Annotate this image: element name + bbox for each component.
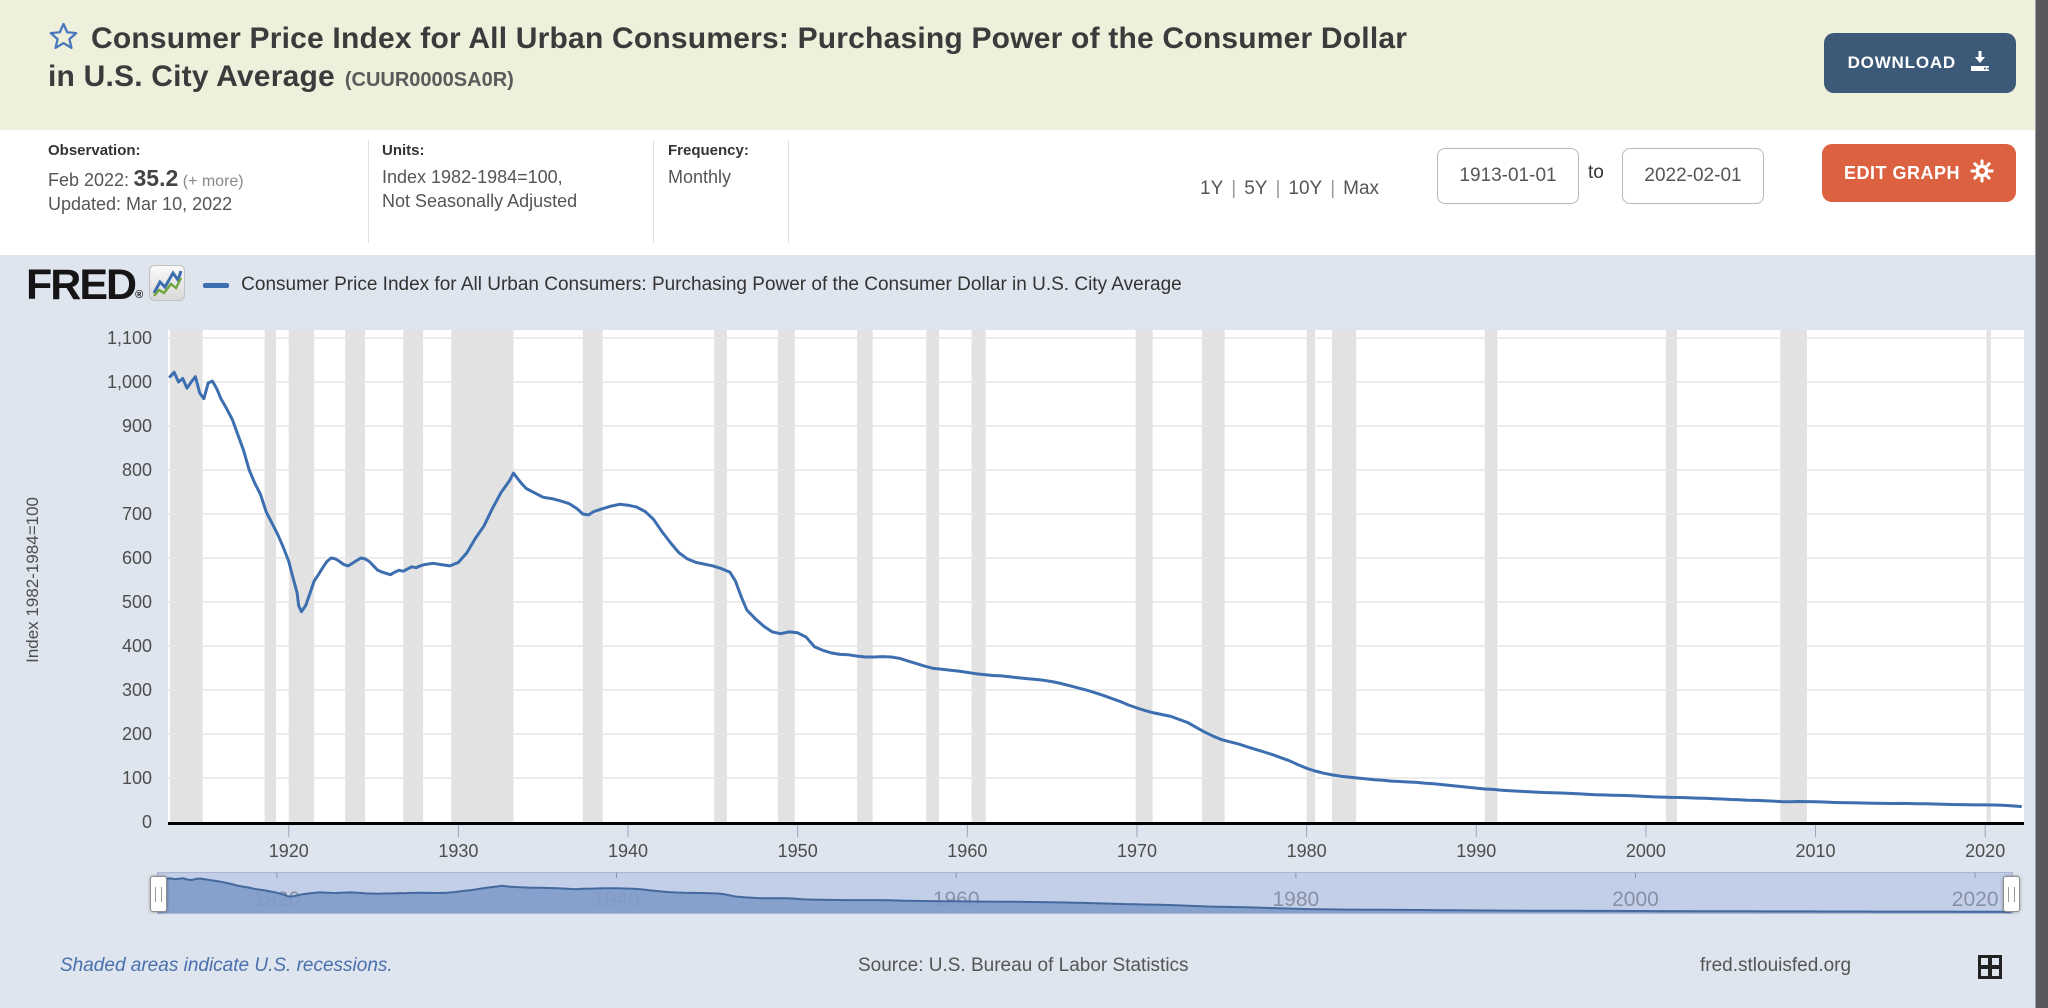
units-label: Units: bbox=[382, 142, 425, 159]
svg-text:0: 0 bbox=[142, 812, 152, 832]
legend-label: Consumer Price Index for All Urban Consu… bbox=[241, 274, 1182, 295]
range-separator: | bbox=[1231, 178, 1237, 199]
date-to-input[interactable]: 2022-02-01 bbox=[1622, 148, 1764, 204]
download-button[interactable]: DOWNLOAD bbox=[1823, 33, 2016, 93]
favorite-star-icon[interactable] bbox=[48, 21, 79, 58]
slider-handle-right[interactable] bbox=[2003, 876, 2020, 912]
svg-text:1,100: 1,100 bbox=[107, 328, 152, 348]
svg-text:2020: 2020 bbox=[1952, 888, 1999, 911]
units-line1: Index 1982-1984=100, bbox=[382, 167, 563, 187]
download-icon bbox=[1968, 50, 1992, 77]
series-id: (CUUR0000SA0R) bbox=[344, 69, 514, 92]
frequency-section: Frequency: Monthly bbox=[668, 142, 778, 245]
y-axis-title: Index 1982-1984=100 bbox=[23, 497, 42, 663]
svg-text:1990: 1990 bbox=[1456, 841, 1496, 861]
svg-text:1920: 1920 bbox=[269, 841, 309, 861]
observation-more-link[interactable]: (+ more) bbox=[182, 173, 244, 190]
svg-text:2010: 2010 bbox=[1796, 841, 1836, 861]
svg-text:900: 900 bbox=[122, 416, 152, 436]
range-separator: | bbox=[1330, 178, 1336, 199]
svg-text:2000: 2000 bbox=[1612, 888, 1659, 911]
slider-mini-chart: 192019401960198020002020 bbox=[157, 873, 2012, 913]
registered-mark: ® bbox=[135, 288, 143, 301]
svg-text:1940: 1940 bbox=[608, 841, 648, 861]
svg-text:800: 800 bbox=[122, 460, 152, 480]
legend-line-swatch bbox=[203, 282, 230, 288]
divider bbox=[368, 140, 369, 243]
meta-bar: Observation: Feb 2022: 35.2 (+ more) Upd… bbox=[0, 130, 2036, 255]
range-1y[interactable]: 1Y bbox=[1200, 178, 1224, 199]
page-title: Consumer Price Index for All Urban Consu… bbox=[48, 20, 1408, 97]
svg-text:1950: 1950 bbox=[778, 841, 818, 861]
range-max[interactable]: Max bbox=[1343, 178, 1380, 199]
date-from-input[interactable]: 1913-01-01 bbox=[1437, 148, 1579, 204]
svg-text:300: 300 bbox=[122, 680, 152, 700]
chart-footer: Shaded areas indicate U.S. recessions. S… bbox=[0, 949, 2036, 991]
download-label: DOWNLOAD bbox=[1847, 53, 1956, 72]
svg-text:1,000: 1,000 bbox=[107, 372, 152, 392]
header: Consumer Price Index for All Urban Consu… bbox=[0, 0, 2036, 130]
window-scrollbar[interactable] bbox=[2035, 0, 2048, 1008]
range-10y[interactable]: 10Y bbox=[1288, 178, 1323, 199]
range-5y[interactable]: 5Y bbox=[1244, 178, 1268, 199]
svg-text:500: 500 bbox=[122, 592, 152, 612]
range-selector: 1Y | 5Y | 10Y | Max bbox=[1200, 178, 1379, 200]
updated-text: Updated: Mar 10, 2022 bbox=[48, 194, 233, 214]
svg-text:2020: 2020 bbox=[1965, 841, 2005, 861]
divider bbox=[788, 140, 789, 243]
date-to-label: to bbox=[1588, 162, 1604, 183]
range-separator: | bbox=[1275, 178, 1281, 199]
units-line2: Not Seasonally Adjusted bbox=[382, 191, 578, 212]
svg-text:1960: 1960 bbox=[947, 841, 987, 861]
fullscreen-icon[interactable] bbox=[1978, 955, 2002, 979]
fred-chart-icon bbox=[149, 264, 186, 306]
svg-text:2000: 2000 bbox=[1626, 841, 1666, 861]
edit-graph-label: EDIT GRAPH bbox=[1843, 162, 1960, 183]
date-range-slider[interactable]: 192019401960198020002020 bbox=[150, 872, 2020, 914]
brand-row: FRED® Consumer Price Index for All Urban… bbox=[26, 261, 1182, 309]
svg-text:400: 400 bbox=[122, 636, 152, 656]
divider bbox=[653, 140, 654, 243]
svg-text:200: 200 bbox=[122, 724, 152, 744]
slider-handle-left[interactable] bbox=[150, 876, 167, 912]
gear-icon bbox=[1970, 159, 1994, 188]
edit-graph-button[interactable]: EDIT GRAPH bbox=[1821, 144, 2016, 202]
svg-text:600: 600 bbox=[122, 548, 152, 568]
svg-text:1980: 1980 bbox=[1287, 841, 1327, 861]
observation-section: Observation: Feb 2022: 35.2 (+ more) Upd… bbox=[48, 142, 348, 245]
svg-text:700: 700 bbox=[122, 504, 152, 524]
svg-text:1970: 1970 bbox=[1117, 841, 1157, 861]
main-chart[interactable]: 0 100 200 300 400 500 600 700 800 900 1,000 1,100 19… bbox=[0, 255, 2036, 871]
observation-label: Observation: bbox=[48, 142, 141, 159]
chart-panel: 0 100 200 300 400 500 600 700 800 900 1,000 1,100 19… bbox=[0, 255, 2036, 1008]
fred-logo[interactable]: FRED® bbox=[26, 260, 143, 309]
svg-text:100: 100 bbox=[122, 768, 152, 788]
svg-text:1980: 1980 bbox=[1272, 888, 1319, 911]
frequency-value: Monthly bbox=[668, 167, 732, 187]
observation-date: Feb 2022: bbox=[48, 170, 130, 190]
units-section: Units: Index 1982-1984=100, Not Seasonal… bbox=[382, 142, 642, 245]
source-text: Source: U.S. Bureau of Labor Statistics bbox=[858, 955, 1189, 976]
series-title: Consumer Price Index for All Urban Consu… bbox=[48, 22, 1408, 94]
svg-text:1930: 1930 bbox=[438, 841, 478, 861]
recessions-note-link[interactable]: Shaded areas indicate U.S. recessions. bbox=[60, 955, 393, 976]
y-axis-title-wrap: Index 1982-1984=100 bbox=[16, 338, 50, 822]
site-link[interactable]: fred.stlouisfed.org bbox=[1700, 955, 1852, 976]
observation-value: 35.2 bbox=[133, 165, 179, 191]
frequency-label: Frequency: bbox=[668, 142, 749, 159]
